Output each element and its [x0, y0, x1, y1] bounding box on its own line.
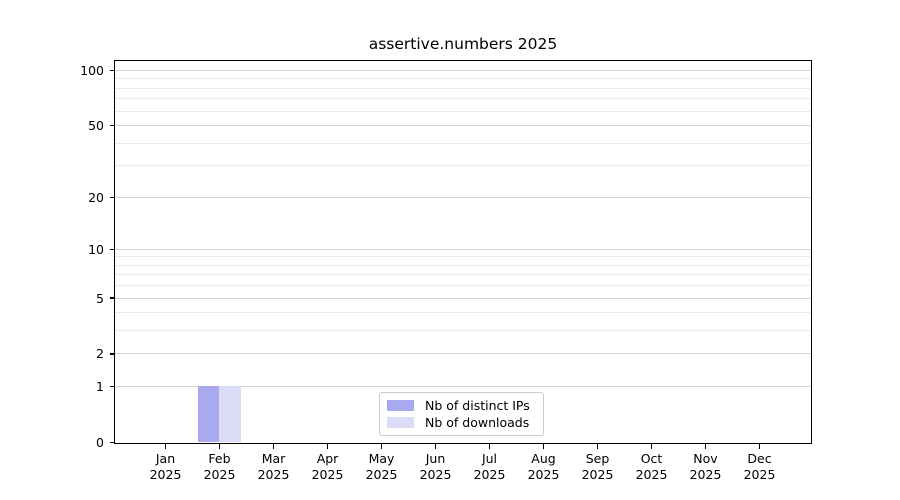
y-tick-label: 100	[80, 63, 104, 79]
legend: Nb of distinct IPs Nb of downloads	[379, 392, 544, 436]
y-axis-tick	[109, 69, 114, 72]
legend-label-downloads: Nb of downloads	[425, 415, 530, 430]
gridline-minor	[115, 165, 811, 167]
y-axis-tick	[109, 441, 114, 444]
x-tick-month: Feb	[208, 451, 231, 466]
y-axis-tick	[109, 297, 114, 299]
gridline-major	[115, 125, 811, 127]
gridline-minor	[115, 312, 811, 314]
gridline-major	[115, 196, 811, 198]
x-axis-tick	[596, 444, 599, 449]
x-axis-tick	[704, 444, 707, 449]
gridline-minor	[115, 142, 811, 144]
x-tick-label: Jan 2025	[134, 451, 198, 482]
x-tick-year: 2025	[419, 466, 452, 482]
gridline-minor	[115, 87, 811, 89]
y-axis-tick	[109, 248, 114, 250]
x-tick-month: May	[368, 451, 395, 466]
x-tick-label: Jun 2025	[404, 451, 468, 482]
x-tick-year: 2025	[473, 466, 506, 482]
y-axis-tick	[109, 386, 114, 388]
gridline-minor	[115, 330, 811, 332]
gridline-major	[115, 248, 811, 250]
gridline-minor	[115, 110, 811, 112]
x-tick-label: Nov 2025	[674, 451, 738, 482]
y-tick-label: 10	[88, 241, 104, 257]
gridline-major	[115, 353, 811, 355]
x-tick-month: Apr	[316, 451, 339, 466]
bar-downloads-feb	[219, 386, 241, 442]
x-tick-year: 2025	[635, 466, 668, 482]
x-tick-label: May 2025	[350, 451, 414, 482]
x-tick-label: Apr 2025	[296, 451, 360, 482]
y-axis-tick	[109, 196, 114, 198]
y-axis-tick	[109, 353, 114, 355]
plot-area	[114, 60, 812, 444]
legend-label-distinct-ips: Nb of distinct IPs	[425, 398, 530, 413]
x-tick-label: Oct 2025	[620, 451, 684, 482]
gridline-major	[115, 297, 811, 299]
x-tick-label: Dec 2025	[728, 451, 792, 482]
chart-title: assertive.numbers 2025	[368, 35, 558, 53]
x-tick-month: Jul	[481, 451, 498, 466]
gridline-major	[115, 386, 811, 388]
y-axis-tick	[109, 125, 114, 127]
gridline-minor	[115, 285, 811, 287]
x-tick-month: Nov	[693, 451, 718, 466]
x-tick-month: Mar	[261, 451, 286, 466]
x-tick-month: Jun	[425, 451, 446, 466]
x-tick-year: 2025	[311, 466, 344, 482]
x-axis-tick	[434, 444, 437, 449]
x-axis-tick	[218, 444, 221, 449]
x-axis-tick	[542, 444, 545, 449]
x-tick-year: 2025	[689, 466, 722, 482]
bar-distinct-ips-feb	[197, 386, 219, 442]
gridline-minor	[115, 264, 811, 266]
x-tick-label: Sep 2025	[566, 451, 630, 482]
x-axis-tick	[272, 444, 275, 449]
x-tick-year: 2025	[581, 466, 614, 482]
y-tick-label: 50	[88, 118, 104, 134]
x-axis-tick	[758, 444, 761, 449]
x-tick-month: Jan	[155, 451, 176, 466]
x-axis-tick	[380, 444, 383, 449]
gridline-minor	[115, 274, 811, 276]
y-tick-label: 5	[96, 290, 104, 306]
x-tick-month: Dec	[747, 451, 772, 466]
x-axis-tick	[326, 444, 329, 449]
x-tick-year: 2025	[149, 466, 182, 482]
x-tick-month: Sep	[585, 451, 610, 466]
x-axis-tick	[488, 444, 491, 449]
y-tick-label: 20	[88, 189, 104, 205]
x-tick-year: 2025	[743, 466, 776, 482]
gridline-major	[115, 70, 811, 72]
y-tick-label: 1	[96, 379, 104, 395]
gridline-minor	[115, 256, 811, 258]
x-tick-year: 2025	[527, 466, 560, 482]
gridline-minor	[115, 78, 811, 80]
legend-item-downloads: Nb of downloads	[387, 415, 535, 430]
x-tick-year: 2025	[203, 466, 236, 482]
y-tick-label: 2	[96, 346, 104, 362]
y-tick-label: 0	[96, 435, 104, 450]
legend-swatch-distinct-ips	[387, 400, 414, 411]
legend-swatch-downloads	[387, 417, 414, 428]
x-tick-year: 2025	[365, 466, 398, 482]
x-axis-tick	[650, 444, 653, 449]
x-tick-label: Mar 2025	[242, 451, 306, 482]
x-tick-year: 2025	[257, 466, 290, 482]
x-tick-month: Aug	[531, 451, 556, 466]
x-tick-label: Feb 2025	[188, 451, 252, 482]
x-axis-tick	[164, 444, 167, 449]
x-tick-month: Oct	[640, 451, 663, 466]
x-tick-label: Jul 2025	[458, 451, 522, 482]
legend-item-distinct-ips: Nb of distinct IPs	[387, 398, 535, 413]
gridline-minor	[115, 98, 811, 100]
x-tick-label: Aug 2025	[512, 451, 576, 482]
